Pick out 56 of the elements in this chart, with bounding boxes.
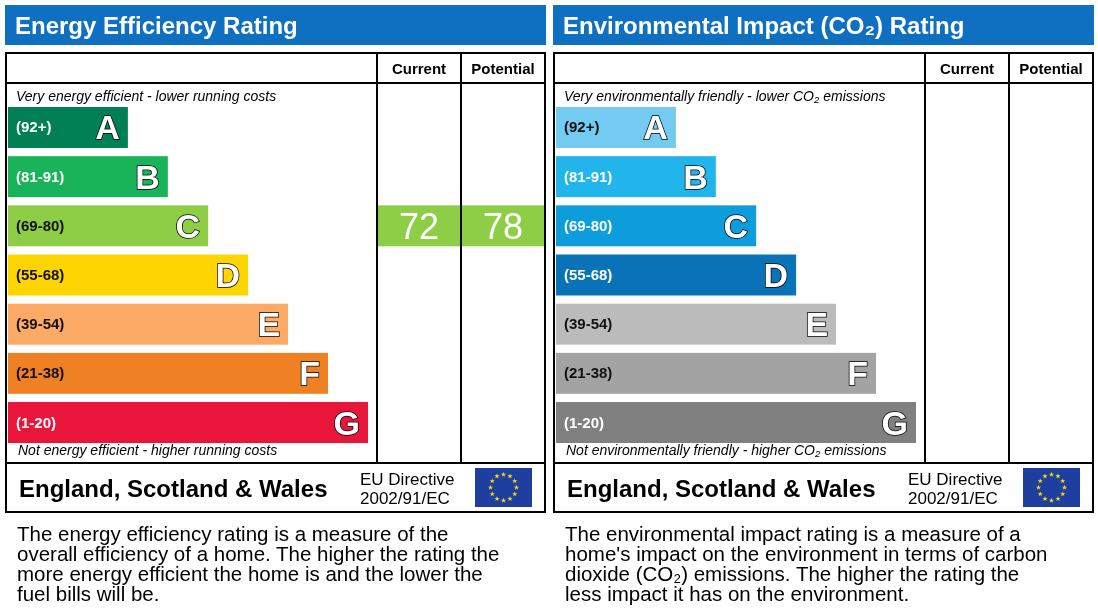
chart-title: Energy Efficiency Rating — [15, 12, 298, 39]
text: 72 — [398, 205, 440, 247]
annotation: (39-54) — [564, 315, 613, 333]
annotation: (55-68) — [16, 266, 65, 283]
text: England, Scotland & Wales — [567, 475, 876, 502]
annotation: Not energy efficient - higher running costs — [18, 442, 278, 458]
y-tick-label: D — [763, 256, 789, 294]
y-tick-label: E — [257, 305, 281, 344]
y-tick-label: C — [723, 206, 749, 245]
annotation: (55-68) — [564, 266, 613, 283]
y-tick-label: G — [881, 403, 908, 442]
text: England, Scotland & Wales — [19, 475, 328, 502]
text: Potential — [1019, 60, 1083, 77]
bar — [8, 402, 368, 443]
y-tick-label: G — [333, 403, 360, 442]
y-tick-label: D — [215, 256, 241, 294]
text: Potential — [471, 60, 535, 77]
bar — [8, 254, 249, 296]
y-tick-label: A — [95, 108, 120, 147]
bar — [556, 402, 916, 443]
y-tick-label: B — [683, 157, 708, 196]
bar — [556, 254, 797, 296]
text: Current — [939, 60, 995, 77]
annotation: (21-38) — [16, 364, 65, 382]
annotation: (1-20) — [16, 413, 57, 431]
y-tick-label: E — [805, 305, 829, 344]
chart-title: Environmental Impact (CO₂) Rating — [563, 12, 965, 39]
text: The environmental impact rating is a measure of a home's impact on the environment in terms of carbon dioxide (CO₂) emissions. The higher the rating the less impact it has on the environment. — [565, 522, 1048, 605]
text: EU Directive 2002/91/EC — [360, 470, 455, 508]
annotation: (81-91) — [16, 167, 65, 185]
annotation: Very environmentally friendly - lower CO₂ emissions — [564, 88, 886, 104]
bar — [8, 205, 209, 247]
annotation: (69-80) — [564, 216, 613, 234]
text: 78 — [482, 205, 524, 247]
bar — [8, 303, 289, 345]
bar — [556, 205, 757, 247]
annotation: Not environmentally friendly - higher CO₂ emissions — [566, 442, 887, 458]
bar — [8, 352, 329, 394]
annotation: (69-80) — [16, 216, 65, 234]
y-tick-label: A — [643, 108, 668, 147]
annotation: (21-38) — [564, 364, 613, 382]
annotation: (39-54) — [16, 315, 65, 333]
y-tick-label: F — [847, 354, 869, 393]
annotation: (81-91) — [564, 167, 613, 185]
bar — [556, 303, 837, 345]
y-tick-label: F — [299, 354, 321, 393]
y-tick-label: B — [135, 157, 160, 196]
annotation: (92+) — [564, 118, 600, 136]
annotation: (1-20) — [564, 413, 605, 431]
text: Current — [391, 60, 447, 77]
bar — [556, 352, 877, 394]
y-tick-label: C — [175, 206, 201, 245]
annotation: (92+) — [16, 118, 52, 136]
annotation: Very energy efficient - lower running costs — [16, 88, 277, 104]
text: The energy efficiency rating is a measure of the overall efficiency of a home. The higher the rating the more energy efficient the home is and the lower the fuel bills will be. — [17, 522, 500, 605]
text: EU Directive 2002/91/EC — [908, 470, 1003, 508]
